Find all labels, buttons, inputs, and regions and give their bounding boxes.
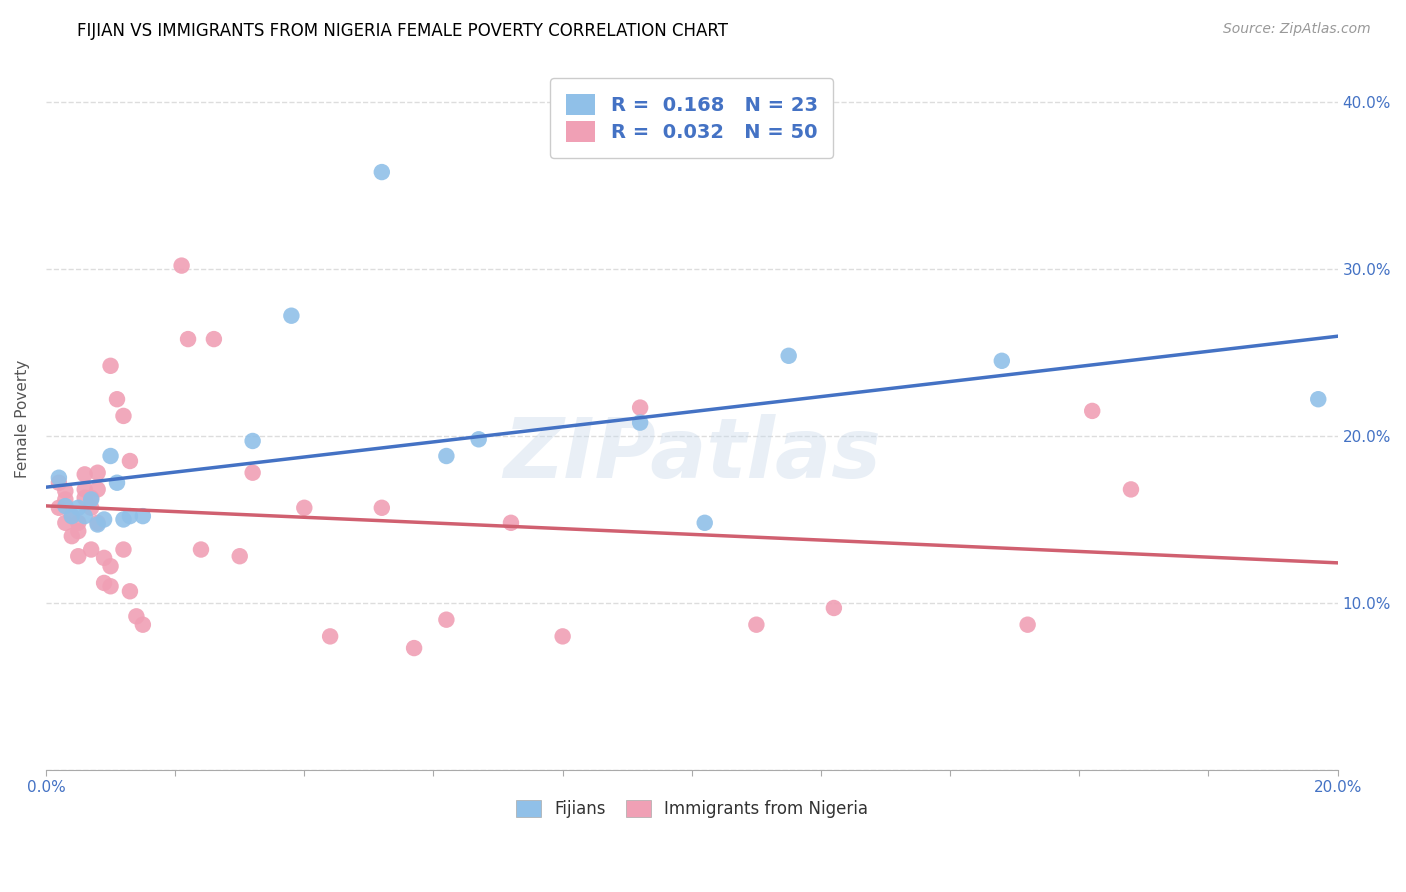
- Point: [86, 516, 108, 530]
- Point: [242, 466, 264, 480]
- Point: [93, 512, 115, 526]
- Point: [823, 601, 845, 615]
- Point: [404, 641, 426, 656]
- Point: [242, 434, 264, 448]
- Point: [73, 483, 96, 497]
- Point: [118, 509, 141, 524]
- Point: [93, 576, 115, 591]
- Point: [1119, 483, 1142, 497]
- Point: [499, 516, 522, 530]
- Point: [73, 509, 96, 524]
- Point: [100, 579, 122, 593]
- Point: [53, 492, 76, 507]
- Point: [628, 416, 651, 430]
- Point: [53, 484, 76, 499]
- Point: [371, 165, 394, 179]
- Point: [80, 500, 103, 515]
- Point: [1081, 404, 1104, 418]
- Point: [112, 512, 135, 526]
- Text: ZIPatlas: ZIPatlas: [503, 414, 880, 495]
- Point: [80, 491, 103, 505]
- Point: [190, 542, 212, 557]
- Point: [280, 309, 302, 323]
- Point: [105, 475, 128, 490]
- Point: [86, 517, 108, 532]
- Point: [48, 500, 70, 515]
- Point: [467, 432, 489, 446]
- Point: [551, 629, 574, 643]
- Point: [67, 516, 90, 530]
- Point: [60, 509, 83, 524]
- Point: [177, 332, 200, 346]
- Point: [86, 466, 108, 480]
- Point: [105, 392, 128, 407]
- Point: [48, 475, 70, 490]
- Point: [67, 500, 90, 515]
- Point: [132, 617, 155, 632]
- Point: [67, 524, 90, 538]
- Point: [100, 359, 122, 373]
- Point: [125, 609, 148, 624]
- Point: [80, 542, 103, 557]
- Point: [100, 559, 122, 574]
- Point: [53, 516, 76, 530]
- Point: [100, 449, 122, 463]
- Point: [434, 613, 457, 627]
- Point: [73, 467, 96, 482]
- Point: [53, 499, 76, 513]
- Point: [60, 529, 83, 543]
- Point: [319, 629, 342, 643]
- Point: [1017, 617, 1039, 632]
- Point: [112, 409, 135, 423]
- Point: [67, 549, 90, 564]
- Point: [991, 353, 1014, 368]
- Point: [112, 542, 135, 557]
- Point: [132, 509, 155, 524]
- Point: [170, 259, 193, 273]
- Point: [48, 471, 70, 485]
- Point: [93, 550, 115, 565]
- Point: [202, 332, 225, 346]
- Point: [745, 617, 768, 632]
- Point: [778, 349, 800, 363]
- Point: [1308, 392, 1330, 407]
- Point: [118, 584, 141, 599]
- Text: Source: ZipAtlas.com: Source: ZipAtlas.com: [1223, 22, 1371, 37]
- Y-axis label: Female Poverty: Female Poverty: [15, 360, 30, 478]
- Point: [292, 500, 315, 515]
- Text: FIJIAN VS IMMIGRANTS FROM NIGERIA FEMALE POVERTY CORRELATION CHART: FIJIAN VS IMMIGRANTS FROM NIGERIA FEMALE…: [77, 22, 728, 40]
- Point: [73, 491, 96, 505]
- Point: [86, 483, 108, 497]
- Point: [434, 449, 457, 463]
- Point: [60, 509, 83, 524]
- Point: [228, 549, 250, 564]
- Point: [80, 492, 103, 507]
- Point: [371, 500, 394, 515]
- Point: [628, 401, 651, 415]
- Point: [118, 454, 141, 468]
- Point: [693, 516, 716, 530]
- Legend: Fijians, Immigrants from Nigeria: Fijians, Immigrants from Nigeria: [509, 793, 875, 825]
